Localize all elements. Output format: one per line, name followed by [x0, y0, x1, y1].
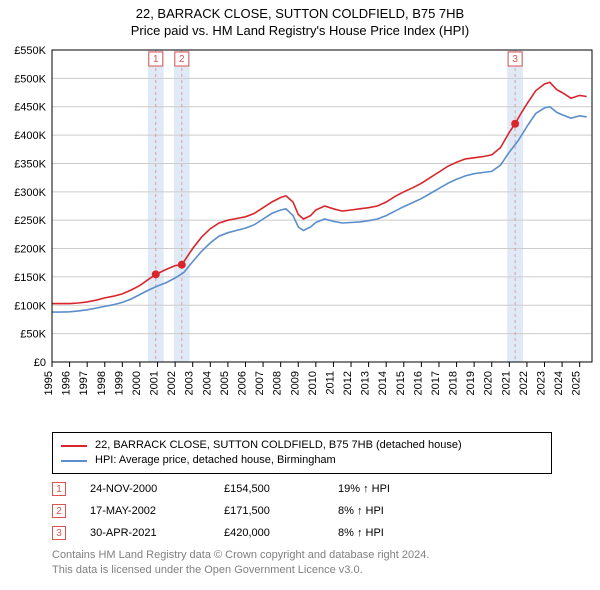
transaction-price: £420,000 [224, 527, 314, 539]
transaction-delta: 8% ↑ HPI [338, 505, 448, 517]
x-tick-label: 2016 [412, 371, 424, 395]
transaction-marker: 3 [52, 526, 66, 540]
transaction-delta: 8% ↑ HPI [338, 527, 448, 539]
x-tick-label: 2017 [430, 371, 442, 395]
marker-number: 3 [512, 54, 518, 65]
transactions-table: 1 24-NOV-2000 £154,500 19% ↑ HPI 2 17-MAY-200… [52, 478, 448, 544]
y-tick-label: £550K [14, 45, 46, 57]
chart-titles: 22, BARRACK CLOSE, SUTTON COLDFIELD, B75… [0, 0, 600, 38]
transaction-date: 24-NOV-2000 [90, 483, 200, 495]
legend-swatch [61, 445, 87, 447]
series-point [511, 120, 519, 128]
transaction-price: £171,500 [224, 505, 314, 517]
transaction-row: 1 24-NOV-2000 £154,500 19% ↑ HPI [52, 478, 448, 500]
x-tick-label: 2021 [500, 371, 512, 395]
legend-item: 22, BARRACK CLOSE, SUTTON COLDFIELD, B75… [61, 438, 543, 453]
y-tick-label: £0 [34, 357, 46, 369]
x-tick-label: 1996 [61, 371, 73, 395]
footer-attribution: Contains HM Land Registry data © Crown c… [52, 548, 429, 578]
x-tick-label: 2014 [377, 371, 389, 395]
x-tick-label: 1998 [96, 371, 108, 395]
x-tick-label: 2009 [289, 371, 301, 395]
transaction-marker: 1 [52, 482, 66, 496]
x-tick-label: 2024 [553, 371, 565, 395]
transaction-date: 30-APR-2021 [90, 527, 200, 539]
x-tick-label: 2025 [571, 371, 583, 395]
chart-area: £0 £50K £100K £150K £200K £250K £300K £350K £400… [0, 42, 600, 422]
x-tick-label: 2022 [518, 371, 530, 395]
legend-swatch [61, 460, 87, 462]
x-tick-label: 2001 [149, 371, 161, 395]
series-point [178, 261, 186, 269]
x-tick-label: 2000 [131, 371, 143, 395]
x-tick-label: 2002 [166, 371, 178, 395]
transaction-marker: 2 [52, 504, 66, 518]
transaction-date: 17-MAY-2002 [90, 505, 200, 517]
footer-line-1: Contains HM Land Registry data © Crown c… [52, 548, 429, 563]
legend: 22, BARRACK CLOSE, SUTTON COLDFIELD, B75… [52, 432, 552, 474]
y-tick-label: £250K [14, 215, 46, 227]
footer-line-2: This data is licensed under the Open Gov… [52, 563, 429, 578]
x-tick-label: 1999 [113, 371, 125, 395]
x-tick-label: 2003 [184, 371, 196, 395]
legend-item: HPI: Average price, detached house, Birm… [61, 453, 543, 468]
x-tick-label: 2005 [219, 371, 231, 395]
x-tick-label: 2007 [254, 371, 266, 395]
transaction-delta: 19% ↑ HPI [338, 483, 448, 495]
marker-bands [148, 50, 523, 362]
x-tick-label: 2011 [324, 371, 336, 395]
x-tick-label: 2015 [395, 371, 407, 395]
y-tick-label: £400K [14, 130, 46, 142]
x-tick-label: 2013 [360, 371, 372, 395]
x-tick-label: 2010 [307, 371, 319, 395]
y-tick-label: £150K [14, 272, 46, 284]
x-tick-label: 2012 [342, 371, 354, 395]
series-price_paid [52, 82, 587, 303]
x-tick-label: 2008 [272, 371, 284, 395]
y-tick-label: £300K [14, 187, 46, 199]
x-tick-label: 2006 [236, 371, 248, 395]
legend-label: 22, BARRACK CLOSE, SUTTON COLDFIELD, B75… [95, 438, 462, 453]
chart-svg: £0 £50K £100K £150K £200K £250K £300K £350K £400… [0, 42, 600, 422]
x-tick-label: 1997 [78, 371, 90, 395]
x-tick-label: 1995 [43, 371, 55, 395]
y-tick-label: £350K [14, 158, 46, 170]
marker-number: 2 [179, 54, 185, 65]
transaction-row: 2 17-MAY-2002 £171,500 8% ↑ HPI [52, 500, 448, 522]
y-tick-label: £100K [14, 300, 46, 312]
x-tick-label: 2023 [536, 371, 548, 395]
page: 22, BARRACK CLOSE, SUTTON COLDFIELD, B75… [0, 0, 600, 590]
y-tick-label: £200K [14, 244, 46, 256]
y-tick-label: £450K [14, 102, 46, 114]
transaction-row: 3 30-APR-2021 £420,000 8% ↑ HPI [52, 522, 448, 544]
y-tick-label: £50K [20, 329, 46, 341]
y-tick-label: £500K [14, 73, 46, 85]
x-tick-label: 2019 [465, 371, 477, 395]
x-tick-label: 2020 [483, 371, 495, 395]
x-tick-label: 2004 [201, 371, 213, 395]
chart-title: 22, BARRACK CLOSE, SUTTON COLDFIELD, B75… [0, 6, 600, 21]
transaction-price: £154,500 [224, 483, 314, 495]
marker-lines: 1 2 3 [149, 50, 522, 362]
chart-subtitle: Price paid vs. HM Land Registry's House … [0, 23, 600, 38]
legend-label: HPI: Average price, detached house, Birm… [95, 453, 336, 468]
marker-number: 1 [153, 54, 159, 65]
series-point [152, 270, 160, 278]
x-tick-label: 2018 [448, 371, 460, 395]
